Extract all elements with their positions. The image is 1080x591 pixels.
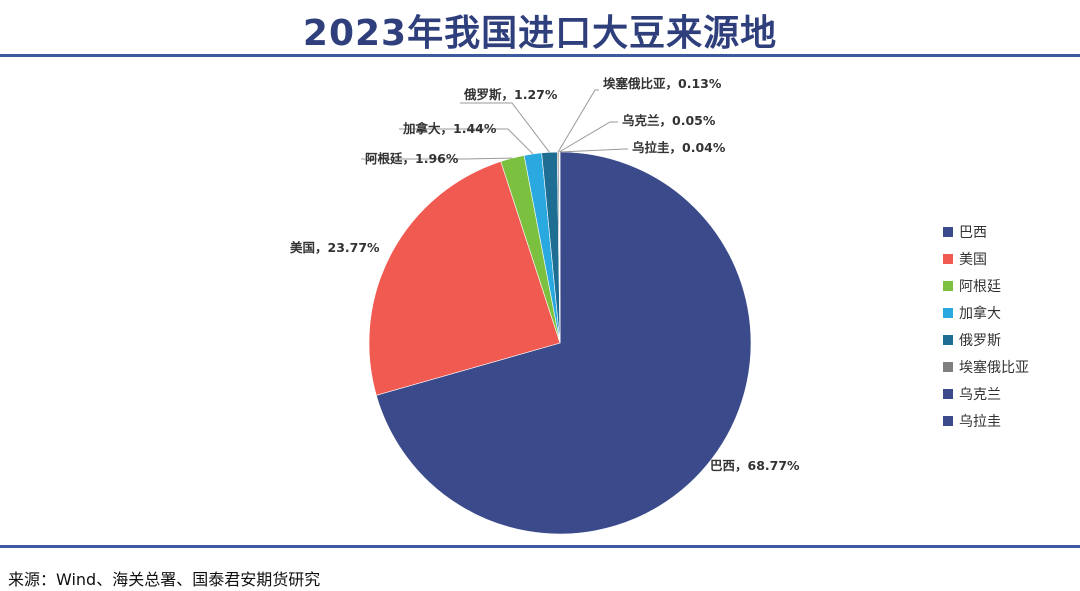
data-label-6: 乌克兰，0.05% [622, 113, 716, 128]
legend-swatch-1 [943, 254, 953, 264]
pie-slice-0 [375, 151, 752, 535]
legend-label-4: 俄罗斯 [959, 333, 1001, 349]
legend-swatch-2 [943, 281, 953, 291]
data-label-2: 阿根廷，1.96% [365, 151, 459, 166]
legend-swatch-3 [943, 308, 953, 318]
data-label-3: 加拿大，1.44% [402, 121, 497, 136]
legend-label-0: 巴西 [959, 225, 987, 241]
leader-line-4 [460, 102, 550, 153]
leader-line-5 [557, 89, 599, 153]
data-label-7: 乌拉圭，0.04% [632, 140, 726, 155]
data-label-4: 俄罗斯，1.27% [463, 87, 558, 102]
legend-swatch-4 [943, 335, 953, 345]
legend-swatch-7 [943, 416, 953, 426]
legend-swatch-5 [943, 362, 953, 372]
chart-title: 2023年我国进口大豆来源地 [302, 13, 778, 54]
title-divider [0, 54, 1080, 57]
leader-line-7 [559, 148, 628, 153]
footer-divider [0, 545, 1080, 548]
leader-line-2 [361, 157, 513, 160]
legend-label-1: 美国 [959, 252, 987, 268]
legend-swatch-0 [943, 227, 953, 237]
legend-label-6: 乌克兰 [959, 387, 1001, 403]
pie-slice-1 [368, 161, 561, 396]
leader-line-3 [399, 128, 534, 155]
legend-label-2: 阿根廷 [959, 279, 1001, 295]
data-label-0: 巴西，68.77% [710, 458, 800, 473]
data-label-1: 美国，23.77% [290, 240, 380, 255]
source-note: 来源：Wind、海关总署、国泰君安期货研究 [8, 570, 321, 589]
legend-label-5: 埃塞俄比亚 [959, 359, 1029, 376]
legend-label-3: 加拿大 [959, 305, 1001, 322]
legend-swatch-6 [943, 389, 953, 399]
leader-line-6 [558, 121, 618, 153]
data-label-5: 埃塞俄比亚，0.13% [603, 76, 722, 91]
legend-label-7: 乌拉圭 [959, 414, 1001, 430]
